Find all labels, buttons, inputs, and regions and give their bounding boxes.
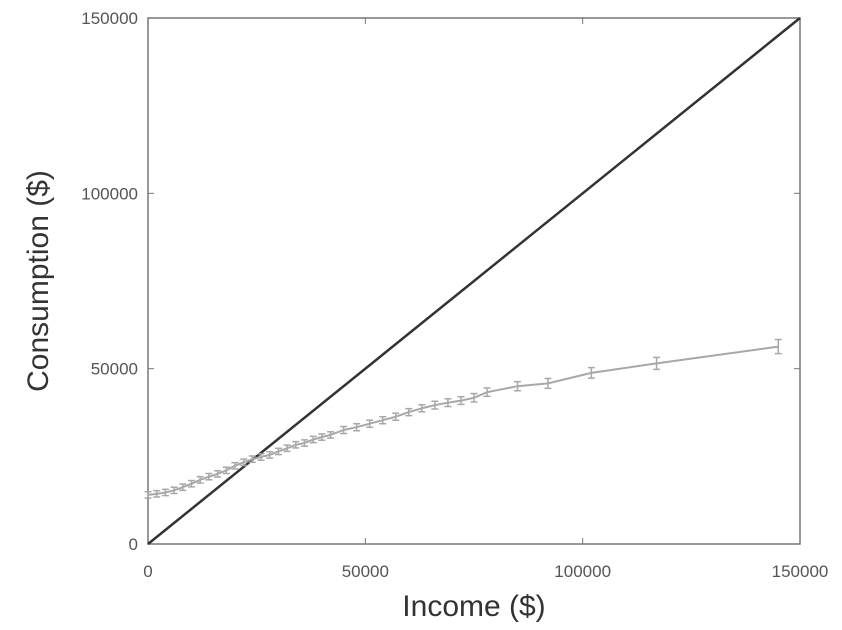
- error-bar: [392, 412, 400, 421]
- y-tick-label: 150000: [81, 9, 138, 28]
- x-tick-label: 100000: [554, 562, 611, 581]
- error-bar: [240, 458, 248, 467]
- error-bar: [457, 395, 465, 406]
- error-bar: [196, 475, 204, 484]
- plot-frame: [147, 17, 801, 545]
- y-tick-label: 100000: [81, 184, 138, 203]
- error-bar: [483, 387, 491, 398]
- error-bar: [653, 356, 661, 371]
- axis-ticks: 0 50000 100000 150000 0 50000 100000 150000: [81, 9, 828, 581]
- error-bar: [340, 425, 348, 435]
- y-tick-label: 50000: [91, 360, 138, 379]
- error-bar: [179, 483, 187, 492]
- x-tick-label: 150000: [772, 562, 829, 581]
- error-bar: [144, 491, 152, 499]
- error-bar: [161, 488, 169, 497]
- error-bar: [327, 431, 335, 439]
- error-bar: [187, 479, 195, 488]
- error-bar: [274, 447, 282, 456]
- error-bar: [353, 422, 361, 432]
- error-bar: [214, 469, 222, 478]
- chart-marks: [144, 17, 801, 545]
- error-bar: [300, 439, 308, 447]
- y-tick-label: 0: [129, 535, 138, 554]
- error-bar: [309, 435, 317, 444]
- error-bar: [513, 380, 521, 392]
- error-bar: [444, 398, 452, 408]
- error-bar: [774, 338, 782, 355]
- error-bar: [318, 433, 326, 441]
- consumption-series-line: [147, 345, 779, 496]
- error-bar: [248, 455, 256, 464]
- error-bar: [587, 366, 595, 379]
- error-bar: [222, 466, 230, 475]
- error-bar: [418, 404, 426, 413]
- error-bar: [153, 489, 161, 498]
- error-bar: [283, 444, 291, 453]
- plot-area: [147, 17, 801, 545]
- error-bar: [431, 400, 439, 410]
- error-bar: [379, 415, 387, 425]
- error-bar: [366, 419, 374, 428]
- y-axis-label: Consumption ($): [22, 170, 55, 392]
- error-bar: [405, 407, 413, 417]
- error-bar: [544, 377, 552, 390]
- error-bar: [257, 453, 265, 461]
- x-tick-label: 0: [143, 562, 152, 581]
- error-bar: [170, 486, 178, 495]
- x-tick-label: 50000: [342, 562, 389, 581]
- error-bar: [266, 451, 274, 459]
- reference-line: [147, 17, 801, 545]
- error-bar: [470, 392, 478, 403]
- error-bar: [205, 472, 213, 481]
- error-bar: [231, 461, 239, 470]
- error-bar: [292, 440, 300, 449]
- x-axis-label: Income ($): [402, 590, 545, 623]
